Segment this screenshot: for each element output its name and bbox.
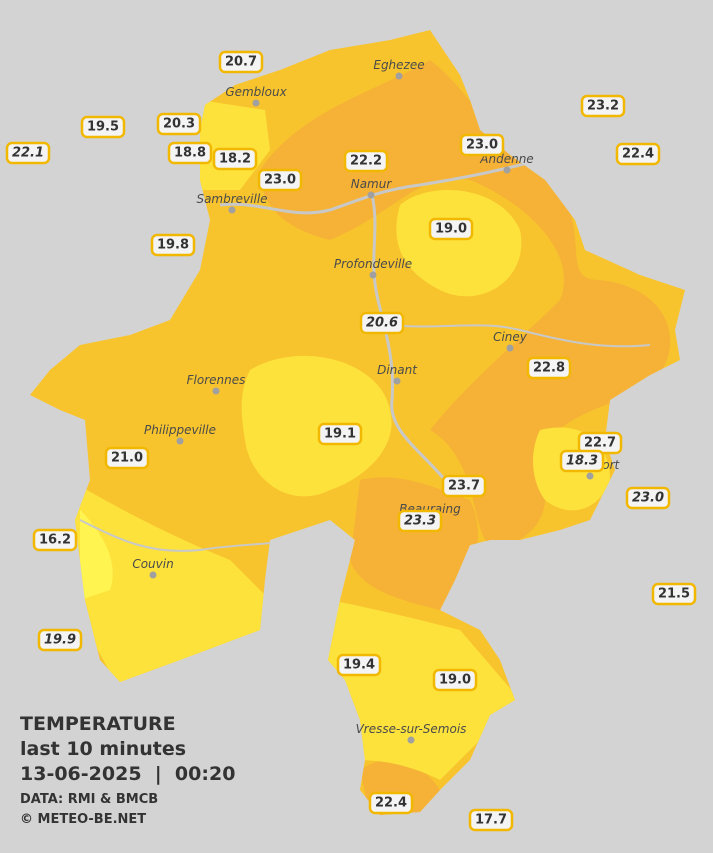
city-dot xyxy=(252,99,260,107)
station-box xyxy=(559,449,605,473)
station-box xyxy=(80,115,126,139)
station-value: 19.0 xyxy=(435,222,467,237)
station-box xyxy=(615,142,661,166)
station-box xyxy=(468,808,514,832)
station-value: 19.9 xyxy=(44,633,76,648)
city-label: Vresse-sur-Semois xyxy=(356,722,467,736)
city-label: Profondeville xyxy=(334,257,412,271)
station-value: 22.4 xyxy=(375,796,407,811)
city-label: Namur xyxy=(351,177,393,191)
station-box xyxy=(580,94,626,118)
station-value: 21.5 xyxy=(658,587,690,602)
station-value: 16.2 xyxy=(39,533,71,548)
station-box xyxy=(317,422,363,446)
station-box xyxy=(150,233,196,257)
station-box xyxy=(441,474,487,498)
station-value: 19.4 xyxy=(343,658,375,673)
station-box xyxy=(459,133,505,157)
station-box xyxy=(5,141,51,165)
station-box xyxy=(336,653,382,677)
station-value: 22.2 xyxy=(350,154,382,169)
subtitle: last 10 minutes xyxy=(20,738,186,760)
station-box xyxy=(257,168,303,192)
station-box xyxy=(104,446,150,470)
city-dot xyxy=(393,377,401,385)
zone xyxy=(70,480,270,690)
city-label: Gembloux xyxy=(225,85,287,99)
station-value: 20.3 xyxy=(163,117,195,132)
city-label: Eghezee xyxy=(373,58,424,72)
city-label: Florennes xyxy=(187,373,246,387)
city-dot xyxy=(586,472,594,480)
station-value: 21.0 xyxy=(111,451,143,466)
city-dot xyxy=(506,344,514,352)
station-box xyxy=(32,528,78,552)
river xyxy=(370,194,447,481)
station-box xyxy=(359,311,405,335)
station-box xyxy=(167,141,213,165)
city-label: Dinant xyxy=(377,363,418,377)
station-value: 23.7 xyxy=(448,479,480,494)
title: TEMPERATURE xyxy=(20,713,176,735)
zone xyxy=(350,477,479,610)
station-box xyxy=(651,582,697,606)
station-value: 22.8 xyxy=(533,361,565,376)
station-box xyxy=(428,217,474,241)
datetime: 13-06-2025 | 00:20 xyxy=(20,763,235,785)
station-value: 18.2 xyxy=(219,152,251,167)
zone xyxy=(260,60,671,546)
station-value: 23.0 xyxy=(466,138,498,153)
station-box xyxy=(218,50,264,74)
city-dot xyxy=(212,387,220,395)
station-value: 19.0 xyxy=(439,673,471,688)
station-value: 22.1 xyxy=(12,146,44,161)
station-box xyxy=(397,509,443,533)
city-dot xyxy=(149,571,157,579)
station-value: 22.7 xyxy=(584,436,616,451)
stations: 20.7 19.5 20.3 22.1 18.8 18.2 23.0 22.2 23.0 23.2… xyxy=(5,50,697,832)
city-dot xyxy=(395,72,403,80)
station-box xyxy=(37,628,83,652)
station-box xyxy=(343,149,389,173)
station-value: 18.3 xyxy=(566,454,598,469)
station-value: 18.8 xyxy=(174,146,206,161)
station-value: 23.3 xyxy=(404,514,436,529)
source: DATA: RMI & BMCB xyxy=(20,792,158,807)
station-value: 19.1 xyxy=(324,427,356,442)
station-value: 23.0 xyxy=(632,491,664,506)
city-label: Ciney xyxy=(493,330,528,344)
station-box xyxy=(156,112,202,136)
city-dot xyxy=(503,166,511,174)
river xyxy=(389,324,651,348)
city-dot xyxy=(176,437,184,445)
copyright: © METEO-BE.NET xyxy=(20,812,146,827)
station-value: 20.6 xyxy=(366,316,398,331)
station-value: 19.5 xyxy=(87,120,119,135)
station-value: 20.7 xyxy=(225,55,257,70)
station-box xyxy=(212,147,258,171)
station-value: 23.2 xyxy=(587,99,619,114)
station-value: 17.7 xyxy=(475,813,507,828)
station-box xyxy=(526,356,572,380)
city-dot xyxy=(367,191,375,199)
zone xyxy=(80,510,113,600)
city-dot xyxy=(369,271,377,279)
station-box xyxy=(432,668,478,692)
city-label: Sambreville xyxy=(196,192,267,206)
station-value: 22.4 xyxy=(622,147,654,162)
station-box xyxy=(368,791,414,815)
city-label: Couvin xyxy=(132,557,173,571)
river xyxy=(79,519,301,552)
zone xyxy=(320,600,520,780)
city-label: Philippeville xyxy=(144,423,216,437)
city-dot xyxy=(228,206,236,214)
station-value: 19.8 xyxy=(157,238,189,253)
station-value: 23.0 xyxy=(264,173,296,188)
zone xyxy=(241,355,392,497)
city-dot xyxy=(407,736,415,744)
zone xyxy=(396,190,522,297)
station-box xyxy=(625,486,671,510)
